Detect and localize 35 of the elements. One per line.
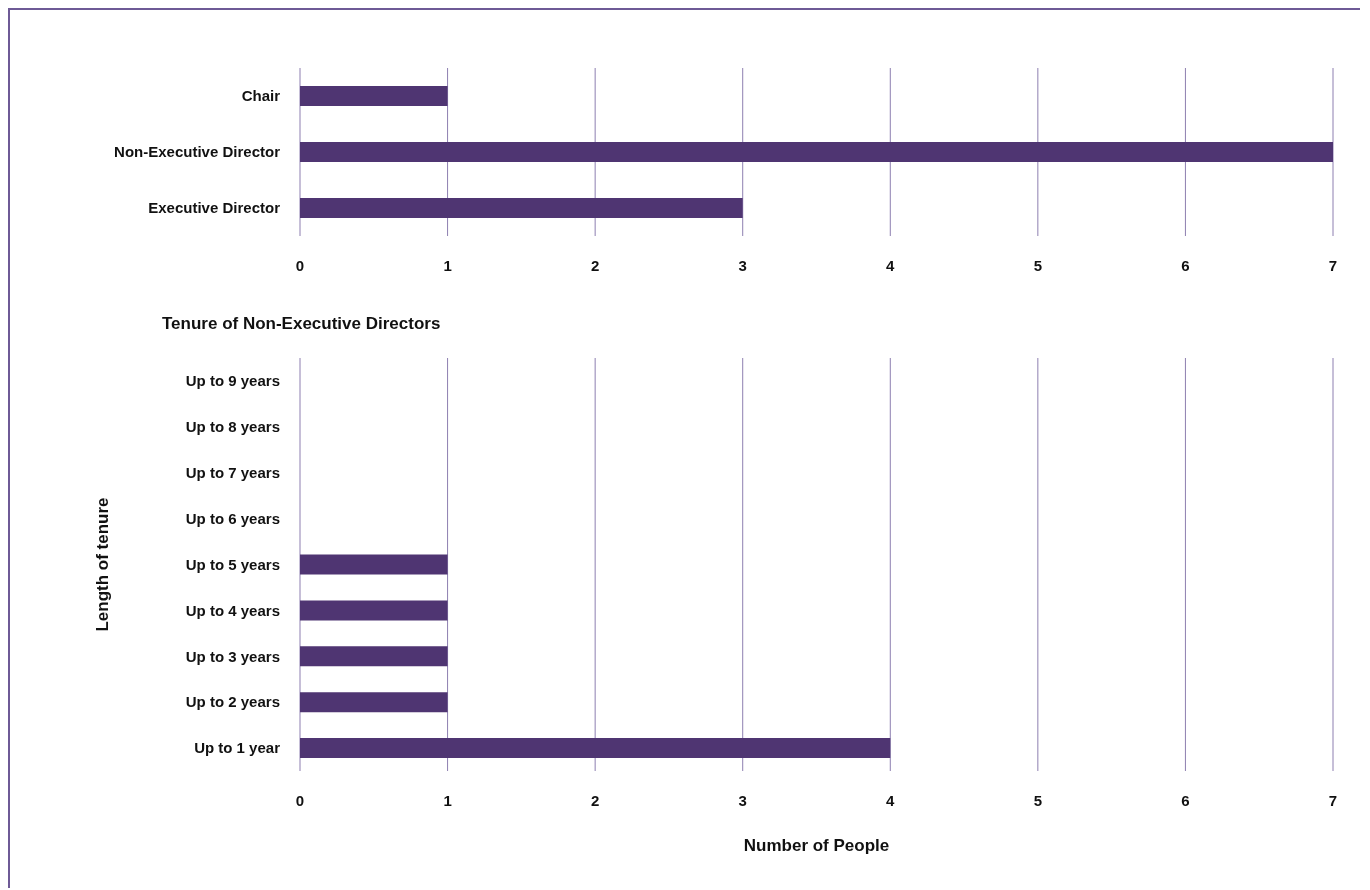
y-tick-label: Up to 5 years (185, 555, 280, 573)
bar (300, 86, 448, 106)
y-tick-label: Executive Director (148, 199, 281, 217)
y-tick-label: Up to 1 year (194, 739, 281, 757)
chart-title: Tenure of Non-Executive Directors (162, 314, 442, 334)
x-tick-label: 6 (1181, 791, 1190, 809)
x-tick-label: 3 (738, 256, 747, 274)
y-tick-label: Chair (241, 87, 281, 105)
y-tick-label: Up to 9 years (185, 372, 280, 390)
y-tick-label: Up to 6 years (185, 509, 280, 527)
x-tick-label: 2 (590, 256, 600, 274)
y-tick-label: Up to 8 years (185, 418, 280, 436)
x-tick-label: 5 (1033, 791, 1043, 809)
x-tick-label: 3 (738, 791, 747, 809)
x-tick-label: 7 (1328, 791, 1338, 809)
bar (300, 198, 743, 218)
x-tick-label: 6 (1181, 256, 1190, 274)
x-tick-label: 0 (295, 256, 305, 274)
x-tick-label: 1 (443, 791, 452, 809)
bar (300, 142, 1333, 162)
y-tick-label: Up to 4 years (185, 601, 280, 619)
x-tick-label: 1 (443, 256, 452, 274)
page-frame: 0 1 2 3 4 5 6 7 Chair Non-Executive Director Executive Director Tenure of Non-Executive Directors 0 1 2 3 4 5 6 7 Number of People Up to 9 years Up to 8 years Up to 7 years Up to 6 years Up to 5 years Up to 4 years Up to 3 years Up to 2 years Up to 1 year Length of tenure (8, 8, 1360, 888)
x-tick-label: 2 (590, 791, 600, 809)
y-tick-label: Up to 7 years (185, 464, 280, 482)
x-tick-label: 4 (886, 256, 896, 274)
x-tick-label: 5 (1033, 256, 1043, 274)
x-axis-title: Number of People (743, 836, 890, 855)
x-tick-label: 0 (295, 791, 305, 809)
y-axis-title: Length of tenure (93, 497, 113, 632)
x-tick-label: 7 (1328, 256, 1338, 274)
x-tick-label: 4 (886, 791, 896, 809)
y-tick-label: Up to 2 years (185, 693, 280, 711)
y-tick-label: Non-Executive Director (114, 143, 281, 161)
y-tick-label: Up to 3 years (185, 647, 280, 665)
